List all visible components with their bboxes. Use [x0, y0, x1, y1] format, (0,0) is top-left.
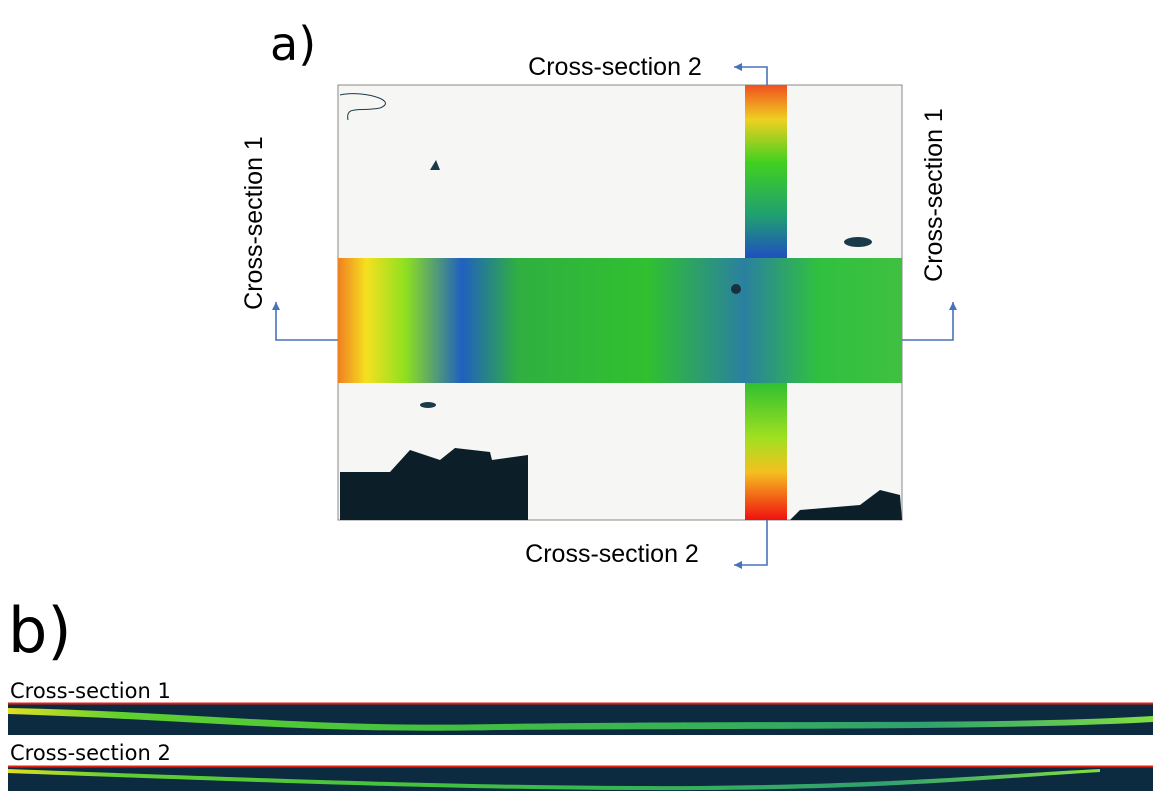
- arrow: [275, 302, 338, 341]
- profile-label: Cross-section 1: [10, 679, 171, 703]
- profile-image: [8, 765, 1153, 791]
- section-label: Cross-section 2: [525, 540, 699, 568]
- arrow-head: [272, 302, 280, 310]
- section-label: Cross-section 2: [528, 53, 702, 81]
- profile-label: Cross-section 2: [10, 741, 171, 765]
- arrow: [902, 302, 954, 341]
- arrow-head: [734, 561, 742, 569]
- arrow-head: [734, 63, 742, 71]
- profile-image: [8, 702, 1153, 735]
- panel-label: a): [270, 17, 316, 71]
- panel-label: b): [8, 594, 72, 667]
- arrow: [734, 520, 768, 566]
- arrow-head: [949, 302, 957, 310]
- section-label: Cross-section 1: [920, 108, 948, 282]
- section-label: Cross-section 1: [240, 136, 268, 310]
- arrow: [734, 66, 768, 85]
- map-image: [337, 84, 903, 521]
